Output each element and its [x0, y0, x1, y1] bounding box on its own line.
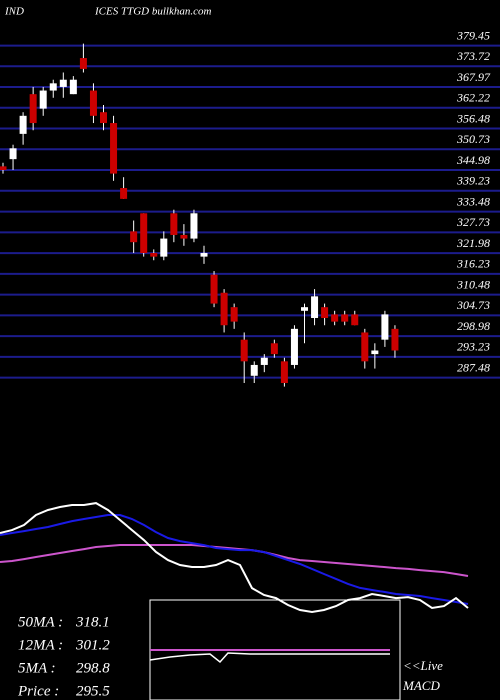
y-tick-label: 298.98	[457, 319, 490, 333]
candle-body	[100, 112, 107, 124]
candle-body	[351, 314, 359, 326]
candle-body	[240, 339, 248, 362]
candle-body	[210, 274, 218, 304]
candle-body	[321, 307, 329, 319]
header-left: IND	[4, 6, 24, 18]
candle-body	[39, 90, 47, 109]
candle-body	[160, 238, 168, 257]
legend-label: 12MA :	[18, 637, 63, 653]
y-tick-label: 316.23	[456, 257, 490, 271]
candle-body	[29, 94, 37, 124]
legend-value: 318.1	[75, 614, 110, 630]
y-tick-label: 356.48	[456, 111, 490, 125]
candle-body	[79, 58, 87, 69]
candle-body	[49, 83, 57, 91]
candle-body	[200, 253, 208, 257]
candle-body	[0, 166, 7, 170]
candle-body	[180, 234, 188, 239]
candle-body	[260, 357, 268, 365]
header-center: ICES TTGD bullkhan.com	[94, 6, 211, 18]
legend-label: 5MA :	[18, 660, 56, 676]
candle-body	[19, 115, 27, 134]
y-tick-label: 310.48	[456, 277, 490, 291]
y-tick-label: 373.72	[456, 49, 490, 63]
candle-body	[341, 314, 349, 322]
y-tick-label: 304.73	[456, 298, 490, 312]
candle-body	[361, 332, 369, 362]
candle-body	[270, 343, 278, 355]
candle-body	[89, 90, 97, 116]
ma-line	[0, 544, 469, 577]
y-tick-label: 287.48	[457, 360, 490, 374]
candle-body	[280, 361, 288, 383]
candle-body	[301, 307, 308, 311]
legend-value: 298.8	[76, 660, 110, 676]
y-tick-label: 362.22	[456, 91, 490, 105]
candle-body	[190, 213, 198, 239]
legend-label: Price :	[17, 683, 59, 699]
candle-body	[381, 314, 389, 340]
macd-label: <<Live	[403, 658, 443, 673]
candle-body	[140, 213, 148, 254]
y-tick-label: 327.73	[456, 215, 490, 229]
candle-body	[130, 231, 138, 243]
y-tick-label: 339.23	[456, 174, 490, 188]
candle-body	[331, 314, 339, 322]
y-tick-label: 333.48	[456, 194, 490, 208]
candle-body	[110, 123, 118, 174]
ma-line	[0, 502, 469, 614]
y-tick-label: 293.23	[457, 340, 490, 354]
y-tick-label: 344.98	[456, 153, 490, 167]
legend-label: 50MA :	[18, 614, 63, 630]
y-tick-label: 350.73	[456, 132, 490, 146]
legend-value: 295.5	[76, 683, 110, 699]
candle-body	[371, 350, 379, 355]
candle-body	[391, 328, 399, 351]
candle-body	[250, 364, 258, 376]
candle-body	[311, 296, 319, 319]
macd-label: MACD	[402, 678, 440, 693]
candle-body	[9, 148, 17, 160]
macd-line	[149, 652, 390, 664]
candle-body	[120, 188, 128, 199]
y-tick-label: 367.97	[456, 70, 491, 84]
ma-line	[0, 514, 469, 605]
candle-body	[290, 328, 298, 365]
candle-body	[59, 79, 67, 87]
candle-body	[230, 307, 238, 322]
candle-body	[170, 213, 178, 235]
candle-body	[150, 253, 158, 257]
y-tick-label: 379.45	[456, 28, 490, 42]
y-tick-label: 321.98	[456, 236, 490, 250]
candle-body	[69, 79, 77, 95]
candle-body	[220, 292, 228, 326]
legend-value: 301.2	[75, 637, 110, 653]
